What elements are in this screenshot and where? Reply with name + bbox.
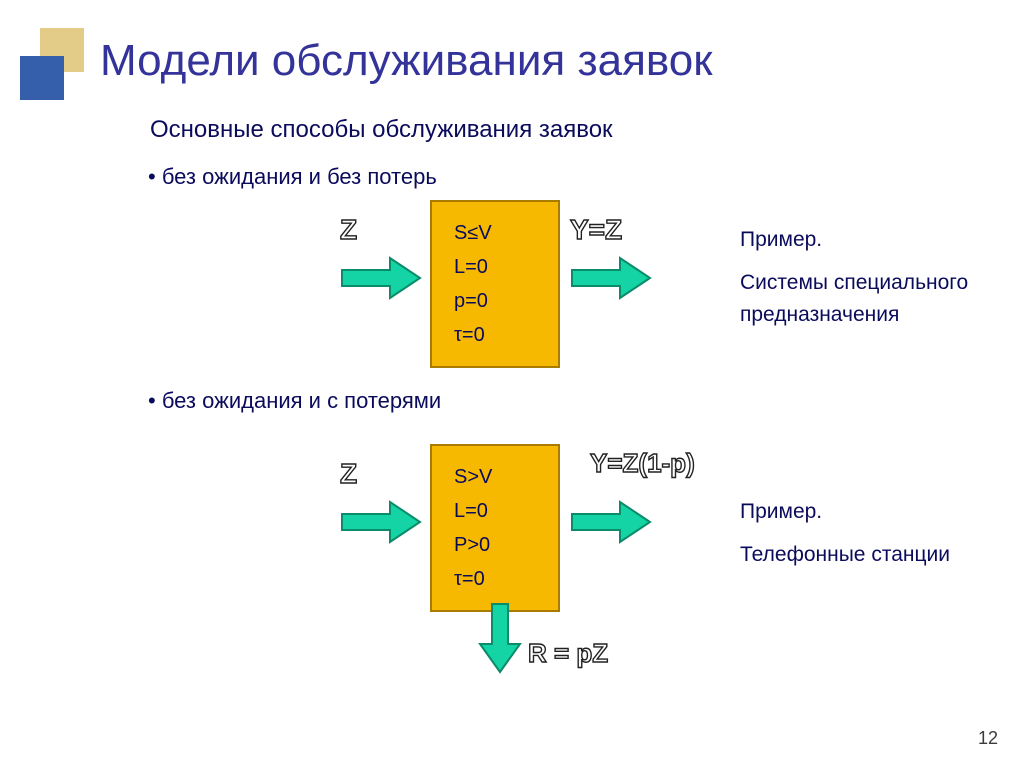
d2-arrow-in [340,500,422,544]
page-title: Модели обслуживания заявок [100,36,713,86]
d2-arrow-out [570,500,652,544]
d1-example-heading: Пример. [740,224,980,257]
d1-arrow-out [570,256,652,300]
d2-line-3: P>0 [454,528,536,562]
d1-input-label: Z [340,214,358,246]
d1-example: Пример. Системы специального предназначе… [740,224,980,332]
d2-down-label: R = pZ [528,638,608,669]
d1-output-label: Y=Z [570,214,622,246]
d2-block: S>V L=0 P>0 τ=0 [430,444,560,612]
d1-line-4: τ=0 [454,318,536,352]
d2-example-heading: Пример. [740,496,980,529]
bullet-no-wait-with-loss: без ожидания и с потерями [148,388,441,414]
bullet-no-wait-no-loss: без ожидания и без потерь [148,164,437,190]
d2-arrow-down [478,602,522,674]
d1-line-3: p=0 [454,284,536,318]
deco-square-front [20,56,64,100]
d2-line-2: L=0 [454,494,536,528]
d1-line-1: S≤V [454,216,536,250]
d2-output-label: Y=Z(1-p) [590,448,695,479]
d1-line-2: L=0 [454,250,536,284]
d2-example: Пример. Телефонные станции [740,496,980,571]
d1-arrow-in [340,256,422,300]
d1-block: S≤V L=0 p=0 τ=0 [430,200,560,368]
d2-input-label: Z [340,458,358,490]
d1-example-body: Системы специального предназначения [740,267,980,332]
page-number: 12 [978,728,998,749]
d2-example-body: Телефонные станции [740,539,980,572]
d2-line-4: τ=0 [454,562,536,596]
d2-line-1: S>V [454,460,536,494]
page-subtitle: Основные способы обслуживания заявок [150,116,613,144]
